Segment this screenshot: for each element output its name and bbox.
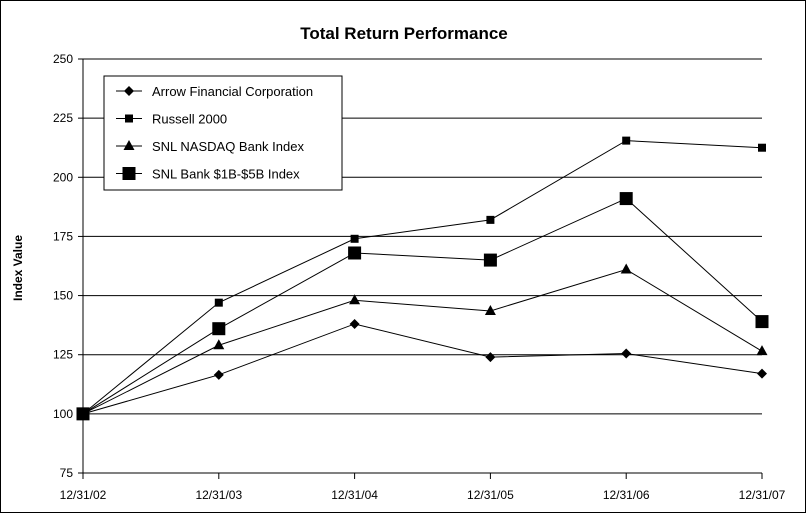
series-line [82,197,763,415]
series-3 [76,192,769,421]
x-tick-label: 12/31/02 [60,488,107,502]
diamond-marker [124,86,134,96]
y-tick-label: 100 [53,407,73,421]
series-group [76,136,769,421]
square-marker [486,215,495,224]
big-square-marker [348,246,362,260]
x-tick-label: 12/31/07 [739,488,786,502]
legend: Arrow Financial Corporation Russell 2000 S… [103,75,343,191]
y-tick-label: 200 [53,170,73,184]
big-square-marker [619,192,633,206]
triangle-marker [620,263,632,274]
big-square-marker [76,407,90,421]
y-tick-label: 225 [53,111,73,125]
diamond-marker [485,352,496,363]
triangle-marker [213,339,225,350]
big-square-marker [483,253,497,267]
y-tick-label: 150 [53,289,73,303]
legend-label: Russell 2000 [152,112,227,127]
y-tick-label: 175 [53,229,73,243]
chart-title: Total Return Performance [300,24,508,43]
legend-label: Arrow Financial Corporation [152,84,313,99]
triangle-marker [484,304,496,315]
y-tick-label: 250 [53,52,73,66]
legend-label: SNL NASDAQ Bank Index [152,139,304,154]
diamond-marker [757,368,767,379]
triangle-marker [756,345,768,356]
square-marker [125,114,133,123]
square-marker [622,136,631,145]
series-line [82,323,763,415]
series-line [82,269,763,415]
y-tick-label: 75 [60,466,74,480]
x-tick-label: 12/31/06 [603,488,650,502]
legend-item: SNL Bank $1B-$5B Index [116,167,300,182]
series-line [82,140,763,415]
big-square-marker [122,167,136,180]
y-axis-label: Index Value [11,235,25,301]
diamond-marker [213,369,224,380]
x-tick-label: 12/31/04 [331,488,378,502]
legend-item: Russell 2000 [116,112,227,127]
legend-box [103,75,343,191]
square-marker [758,143,766,152]
square-marker [350,234,359,243]
triangle-marker [123,140,135,150]
legend-item: SNL NASDAQ Bank Index [116,139,304,154]
big-square-marker [755,315,769,329]
axes: 75 100 125 150 175 200 225 250 12/31/02 12/31/03 1… [53,52,786,502]
diamond-marker [621,348,632,359]
legend-label: SNL Bank $1B-$5B Index [152,167,300,182]
y-tick-label: 125 [53,348,73,362]
x-tick-label: 12/31/05 [467,488,514,502]
diamond-marker [349,318,360,329]
big-square-marker [212,322,226,336]
x-tick-label: 12/31/03 [195,488,242,502]
legend-item: Arrow Financial Corporation [116,84,313,99]
square-marker [214,298,223,307]
triangle-marker [349,294,361,305]
